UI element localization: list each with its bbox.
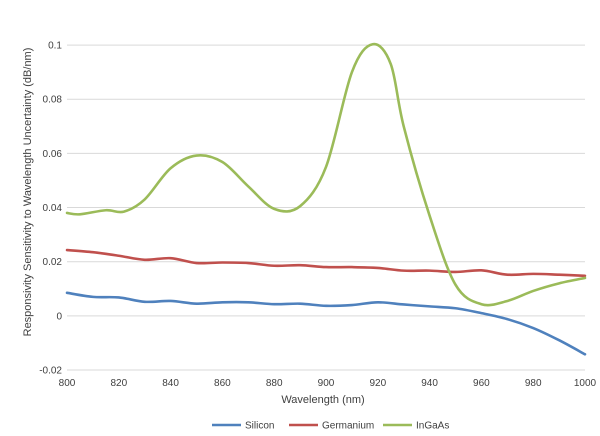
legend-label-ingaas: InGaAs: [416, 421, 449, 432]
legend-label-silicon: Silicon: [245, 421, 274, 432]
y-axis-tick-labels: -0.02 0 0.02 0.04 0.06 0.08 0.1: [39, 41, 62, 377]
x-tick-label: 980: [525, 378, 542, 389]
y-tick-label: -0.02: [39, 366, 62, 377]
x-tick-label: 940: [421, 378, 438, 389]
legend: Silicon Germanium InGaAs: [212, 421, 449, 432]
y-tick-label: 0.06: [43, 149, 63, 160]
y-tick-label: 0.1: [48, 41, 62, 52]
series-lines: [65, 42, 587, 356]
series-line-ingaas: [65, 42, 587, 307]
y-tick-label: 0: [56, 311, 62, 322]
x-tick-label: 960: [473, 378, 490, 389]
x-tick-label: 820: [110, 378, 127, 389]
x-tick-label: 840: [162, 378, 179, 389]
x-tick-label: 860: [214, 378, 231, 389]
series-line-silicon: [65, 291, 587, 356]
y-tick-label: 0.02: [43, 257, 63, 268]
x-tick-label: 1000: [574, 378, 597, 389]
gridlines: [67, 44, 585, 371]
x-tick-label: 880: [266, 378, 283, 389]
x-axis-tick-labels: 800 820 840 860 880 900 920 940 960 980 1000: [59, 378, 597, 389]
x-axis-title: Wavelength (nm): [281, 394, 364, 406]
x-tick-label: 920: [369, 378, 386, 389]
y-tick-label: 0.04: [43, 203, 63, 214]
x-tick-label: 900: [318, 378, 335, 389]
series-line-germanium: [65, 248, 587, 278]
y-axis-title: Responsivity Sensitivity to Wavelength U…: [22, 48, 34, 337]
y-tick-label: 0.08: [43, 95, 63, 106]
legend-label-germanium: Germanium: [322, 421, 374, 432]
x-tick-label: 800: [59, 378, 76, 389]
